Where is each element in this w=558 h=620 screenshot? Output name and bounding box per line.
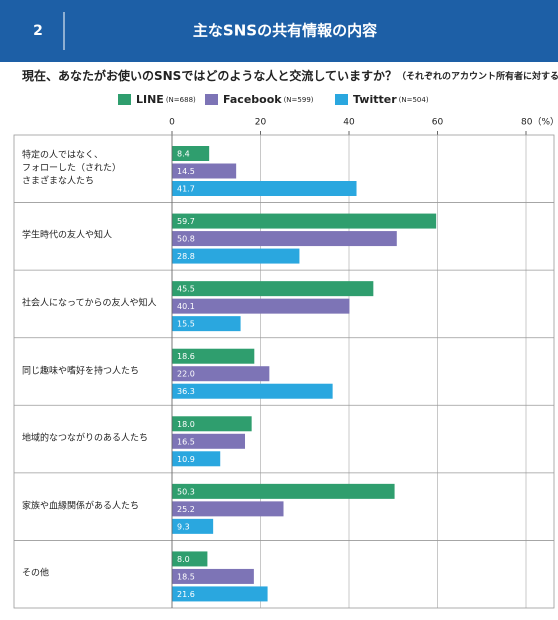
bar — [172, 518, 214, 534]
legend-sample: (N=504) — [399, 96, 429, 104]
bar-value-label: 8.0 — [177, 555, 190, 564]
category-label: 同じ趣味や嗜好を持つ人たち — [22, 366, 140, 376]
question-text: 現在、あなたがお使いのSNSではどのような人と交流していますか？ — [22, 68, 397, 83]
bar-value-label: 50.8 — [177, 235, 195, 244]
bar — [172, 298, 350, 314]
bar-value-label: 36.3 — [177, 387, 195, 396]
legend-swatch — [335, 94, 348, 105]
bar — [172, 483, 395, 499]
bar-value-label: 15.5 — [177, 320, 195, 329]
bar-value-label: 16.5 — [177, 437, 195, 446]
legend-name: Twitter — [353, 93, 397, 106]
x-tick-label: 40 — [343, 118, 355, 128]
x-tick-label: 0 — [169, 118, 175, 128]
x-tick-label: 80（%） — [521, 117, 558, 128]
plot-frame — [13, 134, 555, 609]
question: 現在、あなたがお使いのSNSではどのような人と交流していますか？（それぞれのアカ… — [22, 68, 558, 83]
bar-value-label: 14.5 — [177, 167, 195, 176]
category-label: その他 — [22, 568, 50, 579]
bar — [172, 568, 254, 584]
bar-value-label: 8.4 — [177, 150, 190, 159]
bar — [172, 316, 241, 332]
legend-name: LINE — [136, 93, 164, 106]
bar — [172, 451, 221, 467]
bar-value-label: 18.5 — [177, 572, 195, 581]
bar — [172, 181, 357, 196]
category-label: 社会人になってからの友人や知人 — [22, 298, 157, 309]
bar — [172, 416, 252, 432]
bar-value-label: 21.6 — [177, 590, 195, 599]
legend-sample: (N=688) — [166, 96, 196, 104]
category-label: 地域的なつながりのある人たち — [22, 433, 149, 444]
bar-value-label: 59.7 — [177, 217, 195, 226]
bar — [172, 248, 300, 264]
question-note: （それぞれのアカウント所有者に対する質問） — [397, 70, 558, 82]
bar-value-label: 28.8 — [177, 252, 195, 261]
category-label: 学生時代の友人や知人 — [22, 230, 113, 241]
bar — [172, 551, 208, 567]
bar — [172, 146, 210, 161]
legend-sample: (N=599) — [284, 96, 314, 104]
bar — [172, 501, 284, 517]
legend-swatch — [118, 94, 131, 105]
bar — [172, 366, 270, 382]
header-number: 2 — [33, 23, 43, 39]
header-band — [0, 0, 558, 62]
category-label: 特定の人ではなく、 フォローした（された） さまざまな人たち — [22, 150, 122, 187]
bar-value-label: 50.3 — [177, 487, 195, 496]
bar — [172, 281, 374, 297]
category-label: 家族や血縁関係がある人たち — [22, 501, 140, 512]
bar-value-label: 25.2 — [177, 505, 195, 514]
x-tick-label: 60 — [432, 118, 444, 128]
header-title: 主なSNSの共有情報の内容 — [193, 22, 377, 40]
bar — [172, 433, 246, 449]
legend-swatch — [205, 94, 218, 105]
bar-value-label: 22.0 — [177, 370, 195, 379]
legend-entry: LINE (N=688) — [136, 93, 196, 106]
bar — [172, 213, 437, 229]
bar — [172, 163, 237, 179]
bar — [172, 586, 268, 602]
bar-value-label: 40.1 — [177, 302, 195, 311]
bar-value-label: 41.7 — [177, 185, 195, 194]
bar-value-label: 9.3 — [177, 522, 190, 531]
bar — [172, 383, 333, 399]
bar-value-label: 45.5 — [177, 285, 195, 294]
bar — [172, 348, 255, 364]
x-tick-label: 20 — [255, 118, 267, 128]
bar-value-label: 18.0 — [177, 420, 195, 429]
bar-value-label: 18.6 — [177, 352, 195, 361]
legend-name: Facebook — [223, 93, 282, 106]
legend-entry: Facebook (N=599) — [223, 93, 314, 106]
legend-entry: Twitter (N=504) — [353, 93, 429, 106]
bar — [172, 231, 397, 247]
bar-value-label: 10.9 — [177, 455, 195, 464]
